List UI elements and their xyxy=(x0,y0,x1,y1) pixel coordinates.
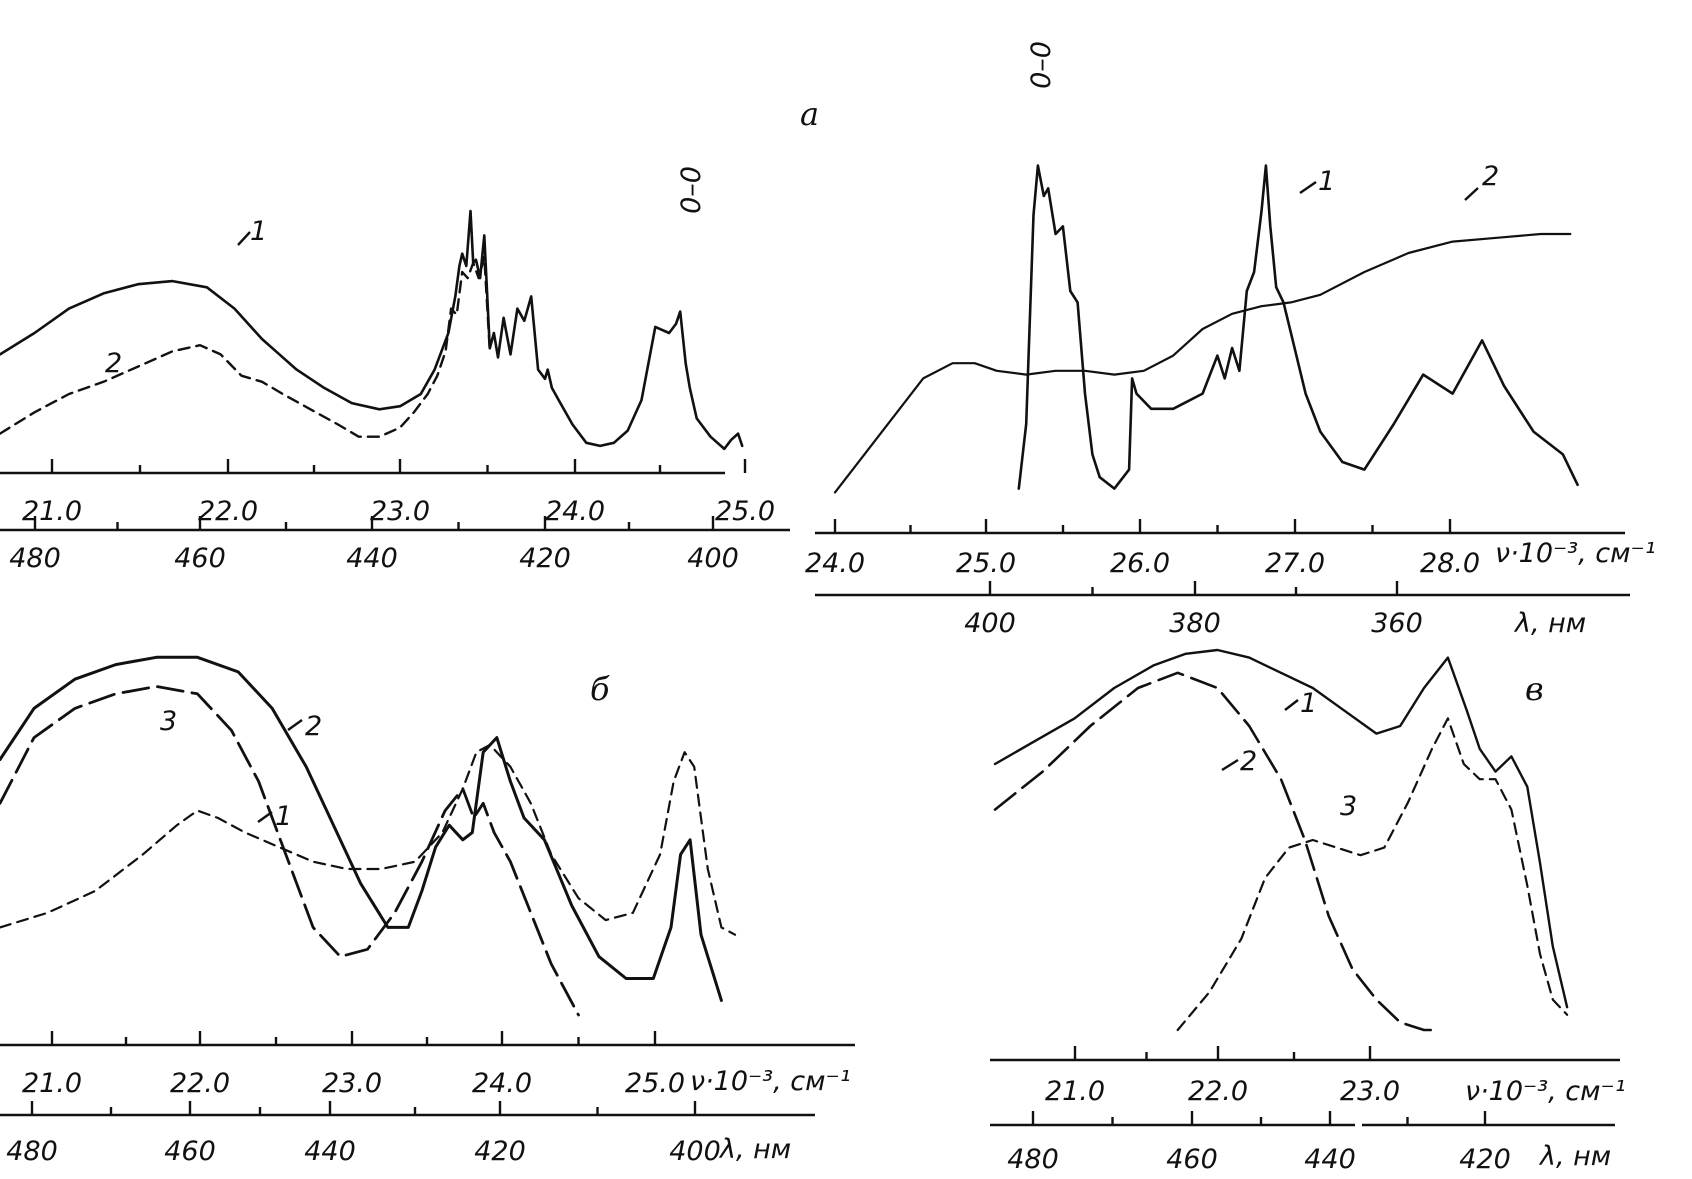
panel-v-curve-2-leader xyxy=(1221,758,1239,772)
panel-b-label: б xyxy=(590,670,610,708)
panel-a-curve-2-label: 2 xyxy=(105,348,122,379)
panel-a-nu-tick-label: 22.0 xyxy=(198,496,258,527)
panel-v-lambda-tick-label: 420 xyxy=(1459,1144,1511,1175)
panel-b-nu-tick-label: 22.0 xyxy=(170,1068,230,1099)
panel-v-curve-1-leader xyxy=(1284,699,1299,711)
panel-r-lambda-tick-label: 380 xyxy=(1169,608,1221,639)
panel-v-label: в xyxy=(1525,670,1544,708)
panel-r-series-2-line xyxy=(833,232,1572,494)
panel-b-curve-2-label: 2 xyxy=(305,711,322,742)
panel-v-series-3-line xyxy=(1176,717,1569,1032)
panel-b-lambda-tick-label: 460 xyxy=(164,1136,216,1167)
panel-b-nu-tick-label: 24.0 xyxy=(472,1068,532,1099)
panel-b-nu-tick-label: 25.0 xyxy=(625,1068,685,1099)
panel-a-lambda-tick-label: 480 xyxy=(9,543,61,574)
panel-b-nu-axis-label: ν·10⁻³, см⁻¹ xyxy=(690,1066,851,1097)
panel-top-right-curve-1-leader xyxy=(1299,181,1317,194)
panel-b-curve-2-leader xyxy=(287,719,303,731)
panel-top-right-curve-2-label: 2 xyxy=(1482,161,1499,192)
panel-b-lambda-tick-label: 480 xyxy=(6,1136,58,1167)
panel-a-zero-zero-annotation: 0–0 xyxy=(676,166,707,214)
panel-b-series-3-line xyxy=(0,685,580,1017)
panel-a-nu-tick-label: 24.0 xyxy=(545,496,605,527)
panel-a-label: а xyxy=(800,95,819,133)
panel-v-curve-2-label: 2 xyxy=(1240,746,1257,777)
panel-top-right-curve-2-leader xyxy=(1464,187,1479,201)
panel-r-lambda-tick-label: 400 xyxy=(964,608,1016,639)
panel-b-series-2-line xyxy=(0,655,723,1002)
panel-a-lambda-tick-label: 400 xyxy=(687,543,739,574)
panel-b-lambda-axis-label: λ, нм xyxy=(718,1134,791,1165)
panel-r-series-1-line xyxy=(1017,164,1579,490)
panel-v-nu-tick-label: 22.0 xyxy=(1188,1076,1248,1107)
panel-v-series-1-line xyxy=(993,648,1569,1009)
panel-a-nu-tick-label: 23.0 xyxy=(370,496,430,527)
panel-b-series-1-line xyxy=(0,743,737,936)
panel-a-series-2-line xyxy=(0,255,491,438)
panel-b-lambda-tick-label: 420 xyxy=(474,1136,526,1167)
panel-top-right-nu-axis-label: ν·10⁻³, см⁻¹ xyxy=(1495,538,1656,569)
panel-r-nu-tick-label: 26.0 xyxy=(1110,548,1170,579)
panel-a-curve-1-label: 1 xyxy=(250,216,267,247)
panel-top-right-lambda-axis-label: λ, нм xyxy=(1513,608,1586,639)
panel-b-nu-tick-label: 23.0 xyxy=(322,1068,382,1099)
panel-v-curve-3-label: 3 xyxy=(1340,791,1357,822)
panel-a-curve-1-leader xyxy=(237,231,251,246)
panel-r-lambda-tick-label: 360 xyxy=(1371,608,1423,639)
panel-a-series-1-line xyxy=(0,209,744,451)
panel-b-curve-1-label: 1 xyxy=(275,801,292,832)
panel-v-nu-axis-label: ν·10⁻³, см⁻¹ xyxy=(1465,1076,1626,1107)
panel-top-right: 24.0 25.0 26.0 27.0 28.0 400 380 360 ν·10⁻³, с… xyxy=(805,41,1656,639)
panel-a-nu-tick-label: 25.0 xyxy=(715,496,775,527)
panel-b-nu-tick-label: 21.0 xyxy=(22,1068,82,1099)
panel-a-lambda-tick-label: 460 xyxy=(174,543,226,574)
panel-v-lambda-tick-label: 460 xyxy=(1166,1144,1218,1175)
panel-a-nu-tick-label: 21.0 xyxy=(22,496,82,527)
panel-a: 21.0 22.0 23.0 24.0 25.0 480 460 440 420 400 а 0… xyxy=(0,95,819,574)
panel-v-nu-tick-label: 23.0 xyxy=(1340,1076,1400,1107)
panel-r-nu-tick-label: 24.0 xyxy=(805,548,865,579)
panel-v-series-2-line xyxy=(993,671,1434,1032)
panel-b-curve-3-label: 3 xyxy=(160,706,177,737)
panel-b-lambda-tick-label: 400 xyxy=(669,1136,721,1167)
panel-top-right-curve-1-label: 1 xyxy=(1318,166,1335,197)
panel-b-curve-1-leader xyxy=(257,811,273,823)
panel-b-lambda-tick-label: 440 xyxy=(304,1136,356,1167)
panel-a-lambda-tick-label: 420 xyxy=(519,543,571,574)
panel-top-right-zero-zero-annotation: 0–0 xyxy=(1026,41,1057,89)
panel-a-lambda-tick-label: 440 xyxy=(346,543,398,574)
panel-v-curve-1-label: 1 xyxy=(1300,688,1317,719)
panel-v: 21.0 22.0 23.0 480 460 440 420 в ν·10⁻³, см⁻¹… xyxy=(990,648,1626,1175)
panel-v-nu-tick-label: 21.0 xyxy=(1045,1076,1105,1107)
panel-v-lambda-tick-label: 440 xyxy=(1304,1144,1356,1175)
panel-b: 21.0 22.0 23.0 24.0 25.0 480 460 440 420 400 б ν… xyxy=(0,655,855,1167)
panel-v-lambda-axis-label: λ, нм xyxy=(1538,1141,1611,1172)
panel-v-lambda-tick-label: 480 xyxy=(1007,1144,1059,1175)
panel-r-nu-tick-label: 28.0 xyxy=(1420,548,1480,579)
panel-r-nu-tick-label: 27.0 xyxy=(1265,548,1325,579)
panel-r-nu-tick-label: 25.0 xyxy=(956,548,1016,579)
